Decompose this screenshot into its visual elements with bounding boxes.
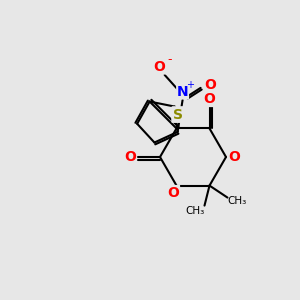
Text: O: O: [228, 150, 240, 164]
Text: +: +: [186, 80, 194, 90]
Text: O: O: [168, 186, 179, 200]
Text: CH₃: CH₃: [185, 206, 204, 216]
Text: CH₃: CH₃: [228, 196, 247, 206]
Text: O: O: [124, 150, 136, 164]
Text: N: N: [177, 85, 188, 99]
Text: O: O: [154, 60, 166, 74]
Text: S: S: [172, 108, 183, 122]
Text: O: O: [205, 78, 217, 92]
Text: -: -: [167, 53, 172, 66]
Text: O: O: [204, 92, 215, 106]
